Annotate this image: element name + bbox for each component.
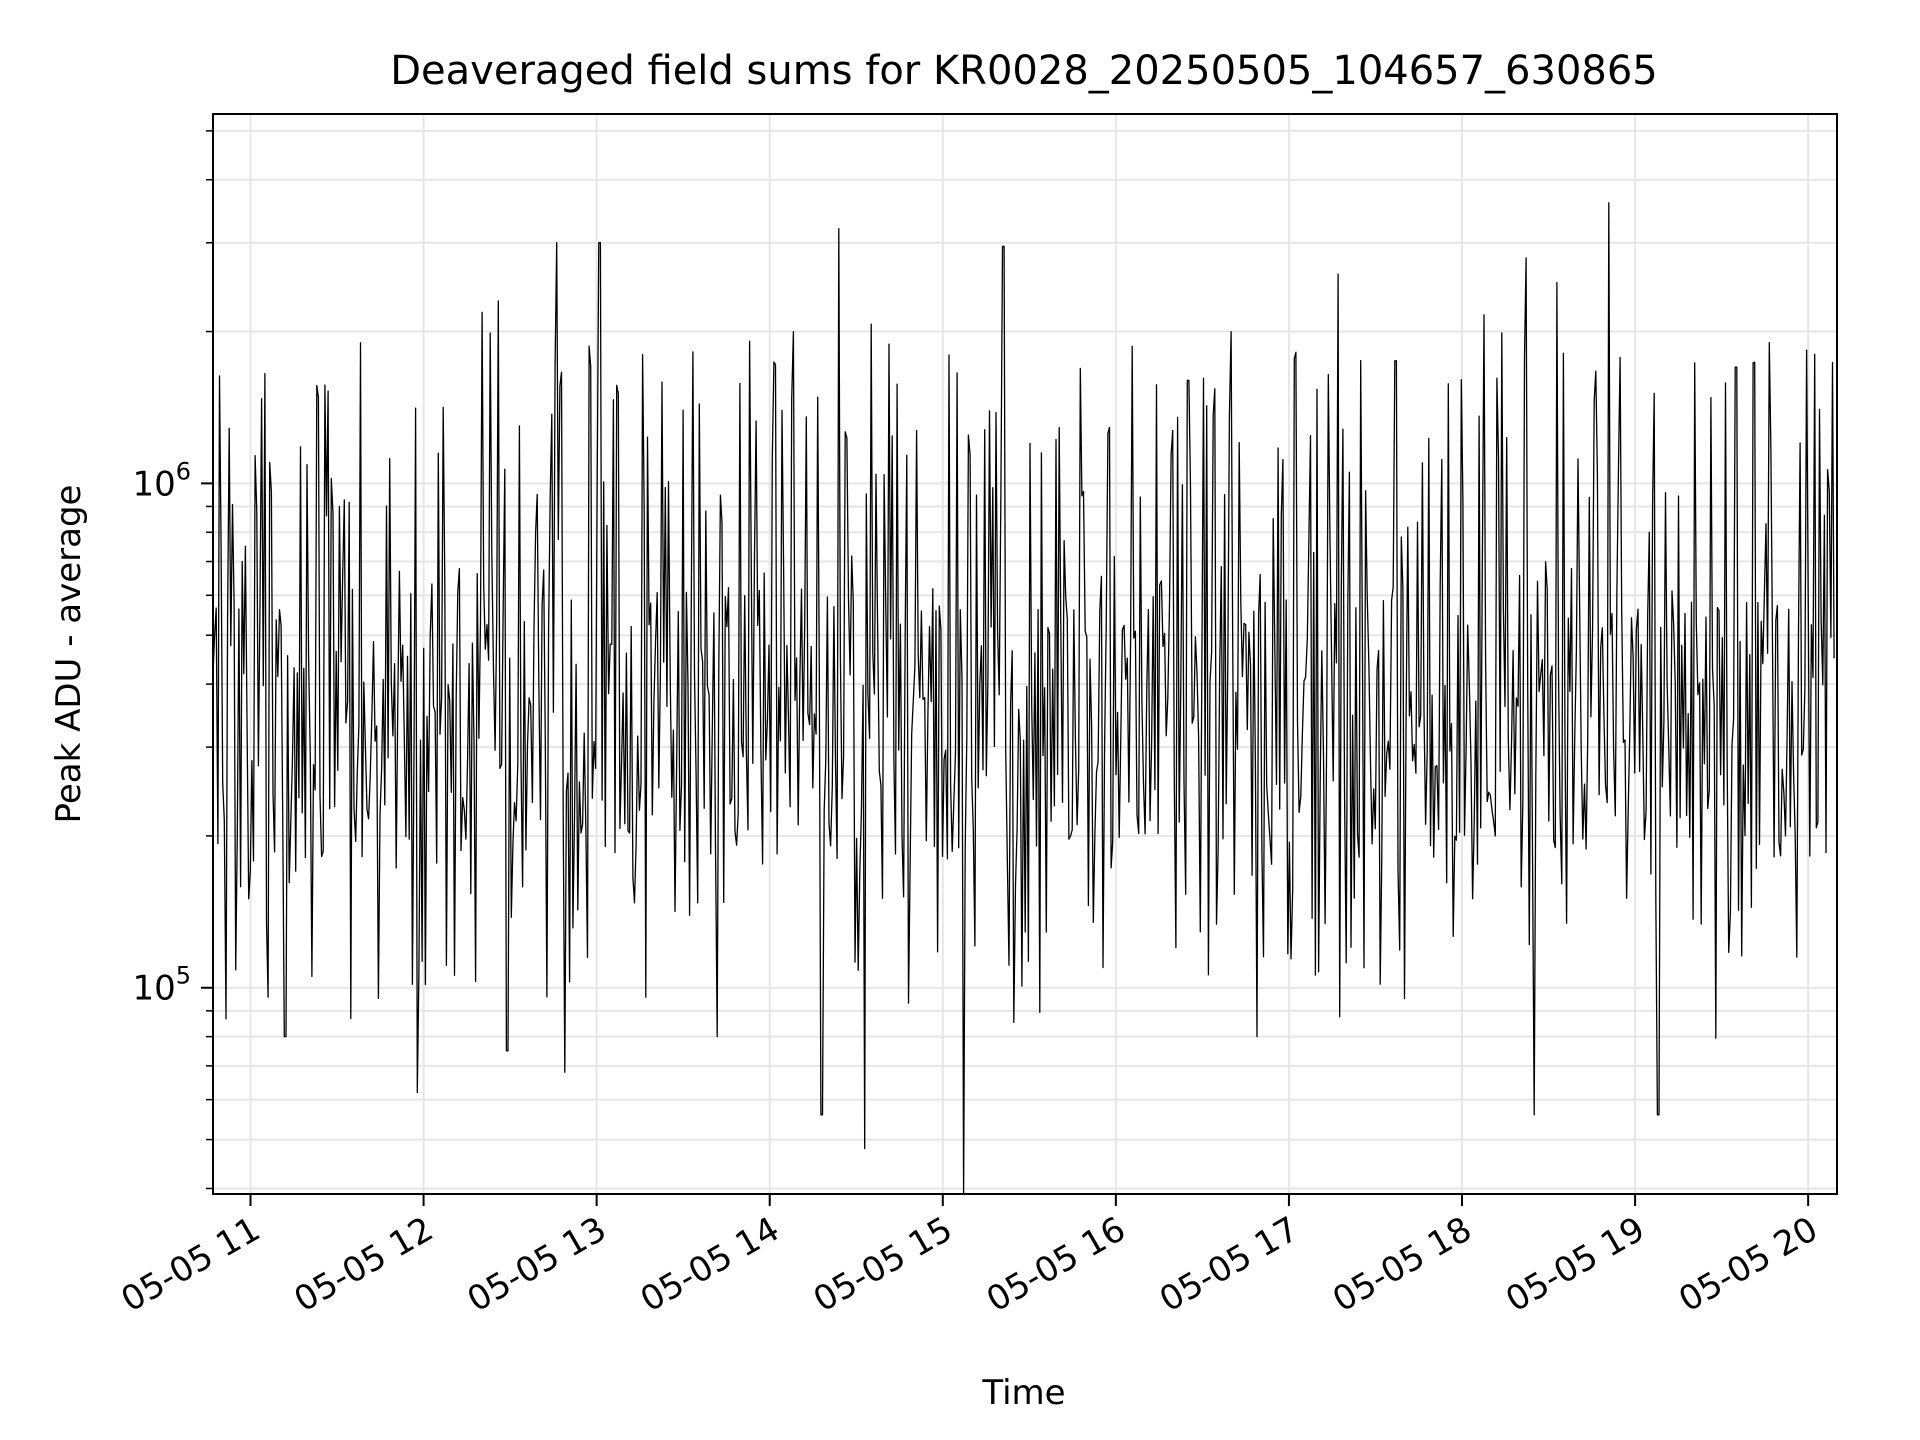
plot-frame (212, 113, 1838, 1195)
y-axis-label: Peak ADU - average (49, 485, 89, 824)
series-line (212, 202, 1835, 1195)
series-layer (212, 202, 1835, 1195)
x-axis-label: Time (981, 1373, 1065, 1413)
y-tick-label: 105 (132, 962, 191, 1009)
y-tick-label: 106 (132, 457, 191, 504)
chart-title: Deaveraged field sums for KR0028_2025050… (390, 48, 1658, 94)
